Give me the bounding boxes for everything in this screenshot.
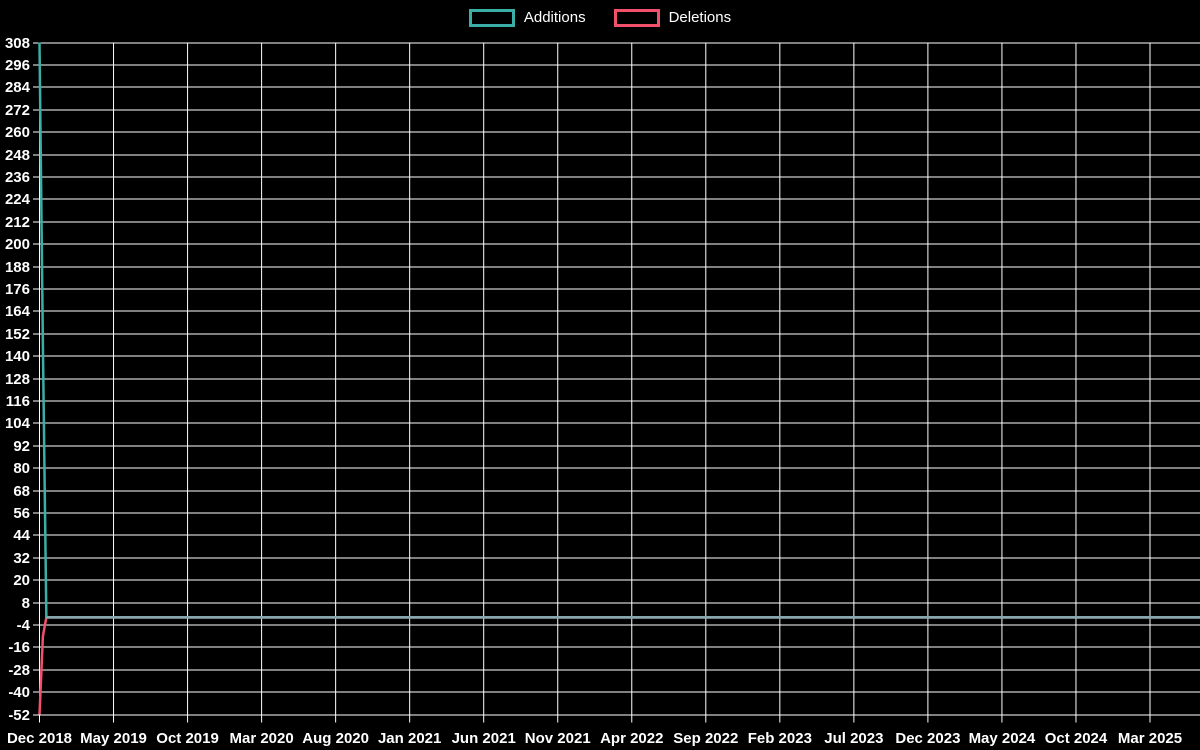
y-tick-label: -16 bbox=[8, 639, 30, 656]
y-tick-label: 68 bbox=[13, 483, 30, 500]
legend-item-additions[interactable]: Additions bbox=[468, 9, 586, 27]
y-tick-label: 104 bbox=[5, 415, 31, 432]
x-tick-label: Feb 2023 bbox=[748, 730, 812, 747]
x-tick-label: Mar 2020 bbox=[229, 730, 293, 747]
y-tick-label: 200 bbox=[5, 236, 30, 253]
legend-label-additions: Additions bbox=[523, 9, 586, 26]
y-tick-label: 188 bbox=[5, 259, 30, 276]
x-tick-label: Jan 2021 bbox=[378, 730, 441, 747]
x-tick-label: Sep 2022 bbox=[673, 730, 738, 747]
x-tick-label: Dec 2018 bbox=[7, 730, 72, 747]
y-tick-label: 92 bbox=[13, 438, 30, 455]
y-tick-label: 44 bbox=[13, 527, 30, 544]
y-tick-label: 308 bbox=[5, 35, 30, 52]
y-tick-label: 56 bbox=[13, 505, 30, 522]
additions-swatch-icon bbox=[468, 9, 515, 27]
x-tick-label: Apr 2022 bbox=[600, 730, 663, 747]
y-tick-label: 128 bbox=[5, 371, 30, 388]
y-tick-label: 164 bbox=[5, 303, 31, 320]
y-tick-label: 80 bbox=[13, 460, 30, 477]
y-tick-label: 212 bbox=[5, 214, 30, 231]
y-tick-label: 236 bbox=[5, 169, 30, 186]
y-tick-label: 20 bbox=[13, 572, 30, 589]
x-tick-label: Nov 2021 bbox=[525, 730, 591, 747]
y-tick-label: 260 bbox=[5, 124, 30, 141]
y-tick-label: -52 bbox=[8, 707, 30, 724]
x-tick-label: Jun 2021 bbox=[452, 730, 516, 747]
y-tick-label: 176 bbox=[5, 281, 30, 298]
x-tick-label: Oct 2019 bbox=[156, 730, 219, 747]
deletions-swatch-icon bbox=[613, 9, 660, 27]
x-tick-label: Mar 2025 bbox=[1118, 730, 1182, 747]
y-tick-label: -28 bbox=[8, 662, 30, 679]
x-tick-label: Jul 2023 bbox=[824, 730, 883, 747]
x-tick-label: May 2019 bbox=[80, 730, 147, 747]
y-tick-label: 248 bbox=[5, 147, 30, 164]
y-tick-label: -4 bbox=[17, 617, 31, 634]
x-tick-label: Oct 2024 bbox=[1045, 730, 1108, 747]
y-grid: 308 296 284 272 260 248 236 224 212 200 188 176 164 1… bbox=[5, 35, 1200, 724]
y-tick-label: 296 bbox=[5, 57, 30, 74]
x-tick-label: Dec 2023 bbox=[895, 730, 960, 747]
series-line-additions bbox=[38, 42, 1200, 619]
y-tick-label: 224 bbox=[5, 191, 31, 208]
y-tick-label: -40 bbox=[8, 684, 30, 701]
y-tick-label: 272 bbox=[5, 102, 30, 119]
legend-item-deletions[interactable]: Deletions bbox=[613, 9, 732, 27]
y-tick-label: 152 bbox=[5, 326, 30, 343]
y-tick-label: 284 bbox=[5, 79, 31, 96]
y-tick-label: 140 bbox=[5, 348, 30, 365]
x-tick-label: Aug 2020 bbox=[302, 730, 369, 747]
chart-legend: Additions Deletions bbox=[0, 6, 1200, 30]
y-tick-label: 116 bbox=[6, 393, 30, 410]
y-tick-label: 8 bbox=[22, 595, 30, 612]
y-tick-label: 32 bbox=[13, 550, 30, 567]
series-line-deletions bbox=[38, 616, 1200, 715]
x-grid: Dec 2018 May 2019 Oct 2019 Mar 2020 Aug 2020… bbox=[7, 42, 1182, 747]
x-tick-label: May 2024 bbox=[969, 730, 1036, 747]
legend-label-deletions: Deletions bbox=[668, 9, 732, 26]
